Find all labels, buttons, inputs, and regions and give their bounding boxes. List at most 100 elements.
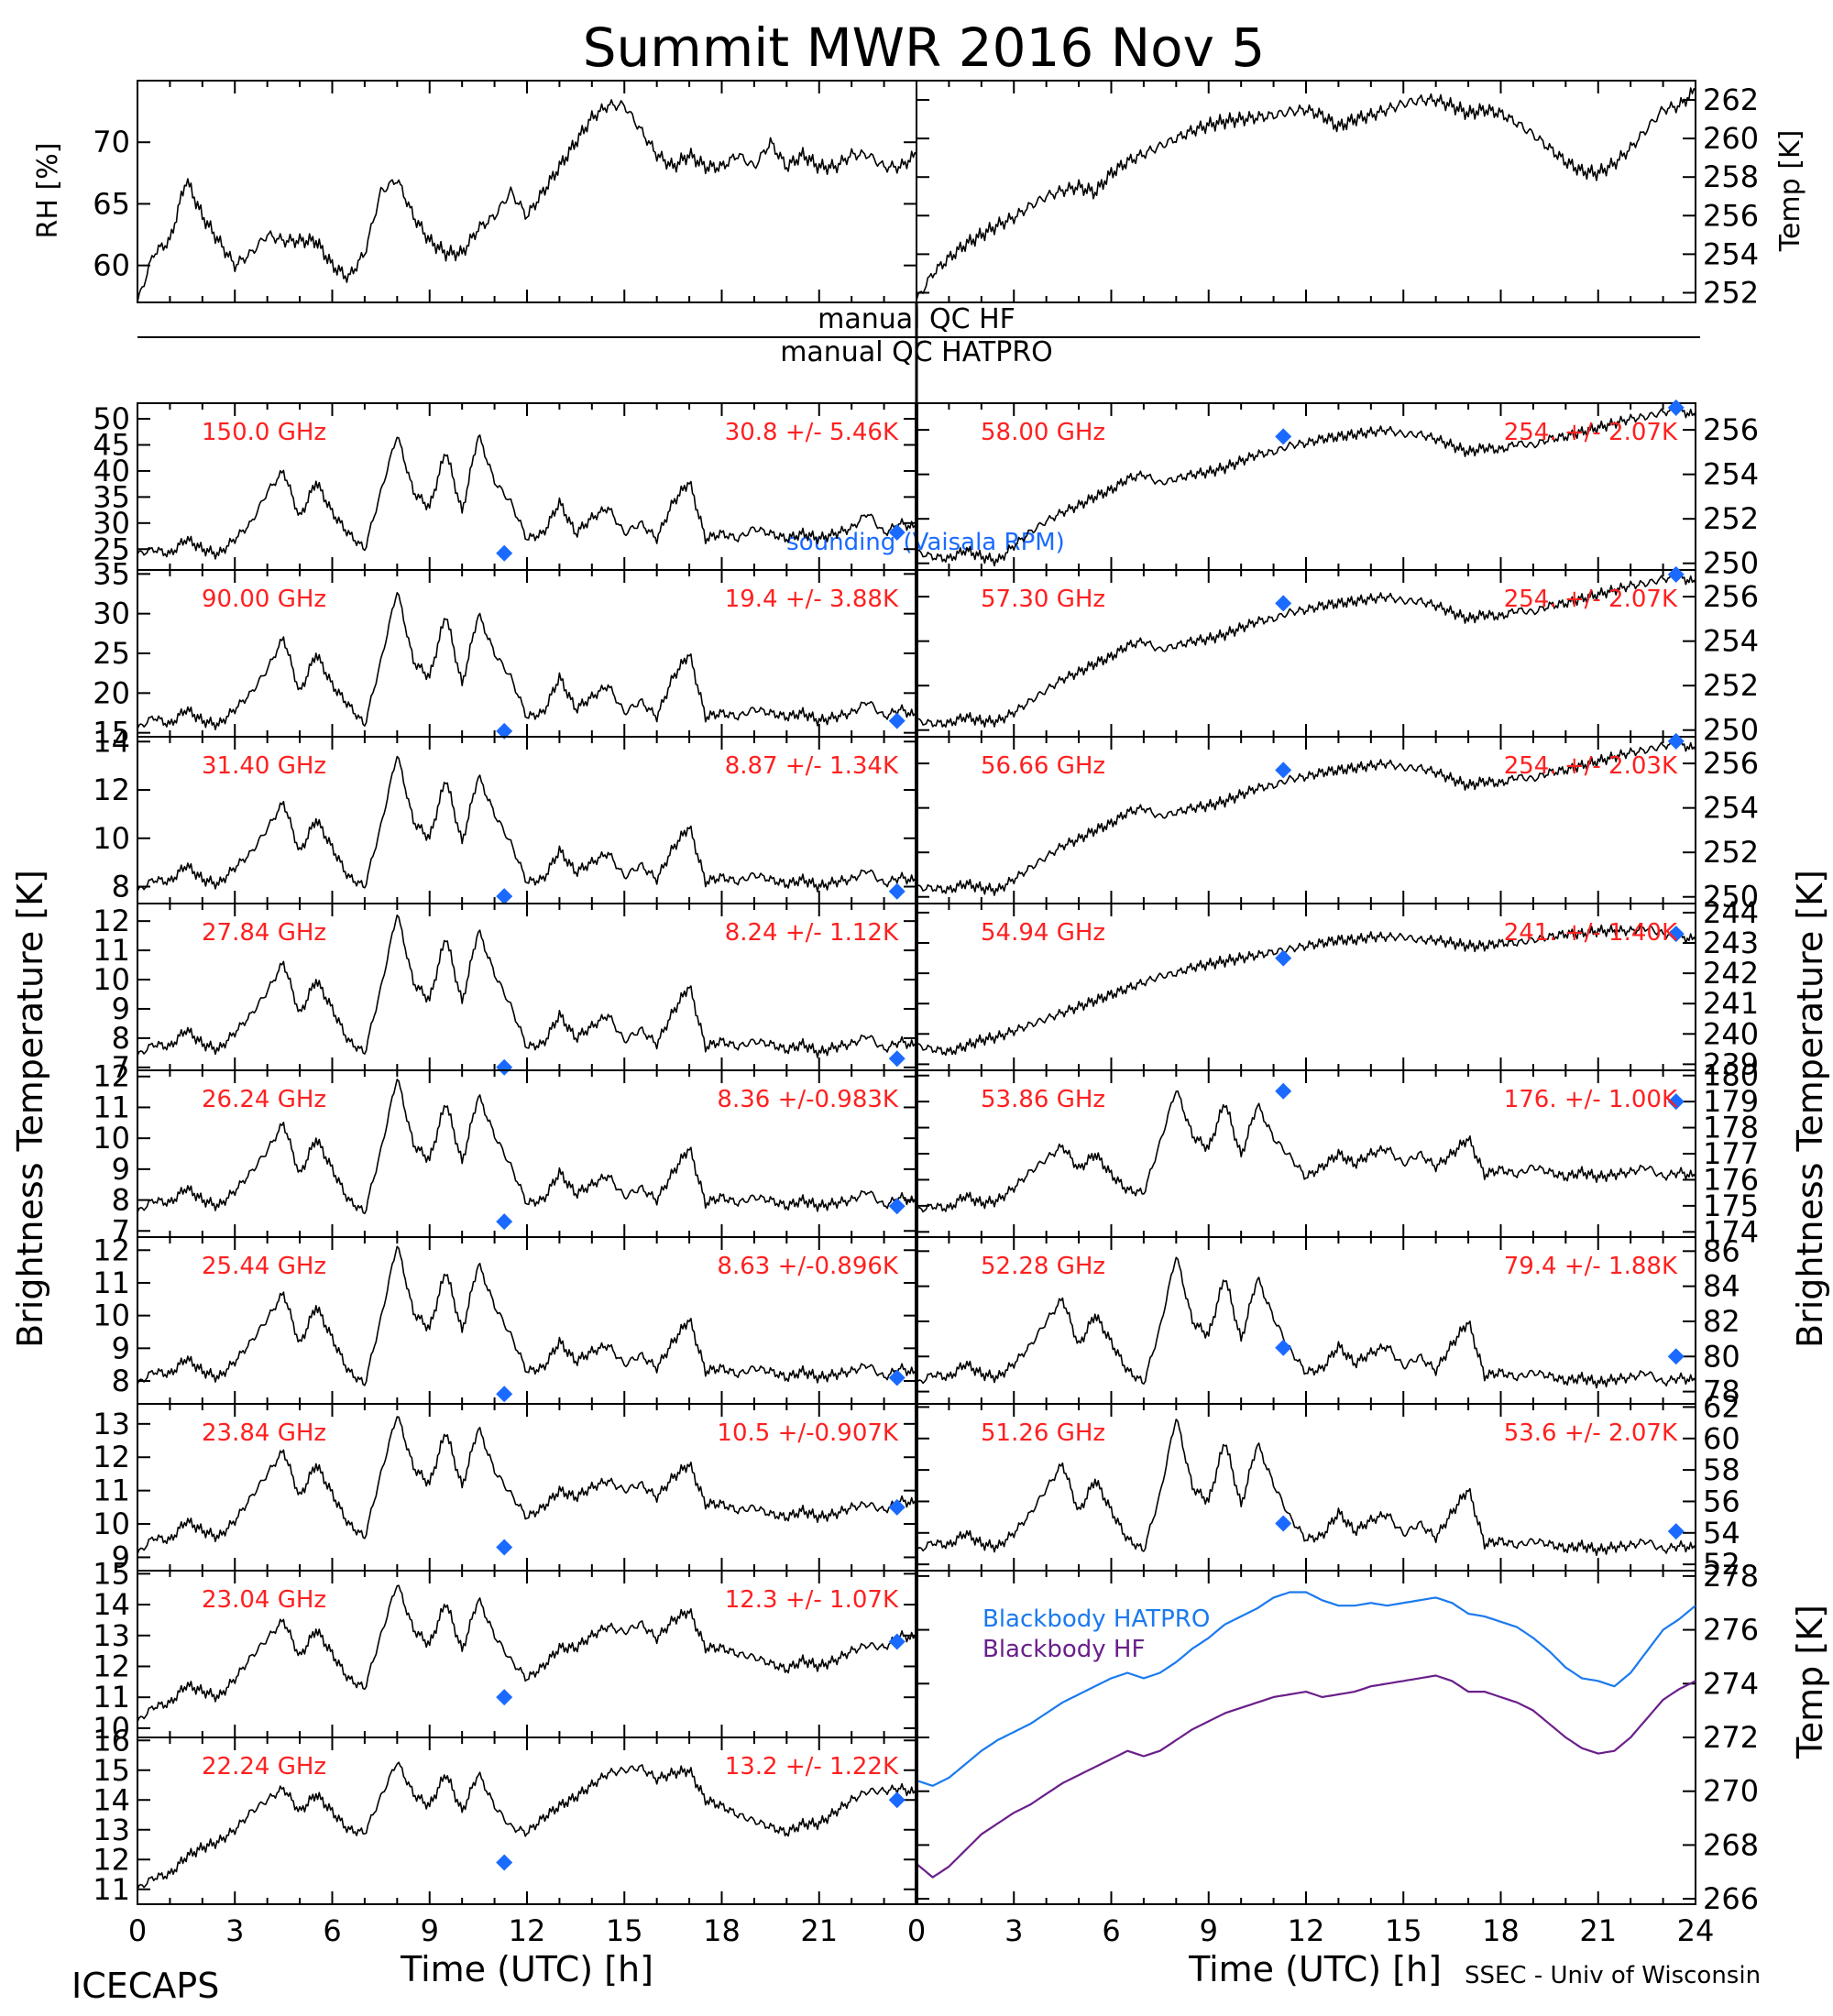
ch5800-sounding-marker [1667, 399, 1685, 416]
ch90-ytick-label: 20 [93, 675, 130, 710]
ch5800-frequency-label: 58.00 GHz [981, 419, 1105, 446]
ch2784-series-line [137, 914, 917, 1058]
x-tick-label: 0 [907, 1913, 926, 1948]
ch2224-ytick-label: 16 [93, 1723, 130, 1758]
ch5800-sounding-marker [1275, 428, 1292, 445]
ch2624-frequency-label: 26.24 GHz [202, 1086, 326, 1113]
ch5494-ytick-label: 240 [1703, 1016, 1759, 1051]
ch5126-ytick-label: 56 [1703, 1484, 1740, 1518]
ch2624-sounding-marker [888, 1198, 906, 1215]
ch5386-series-line [916, 1090, 1696, 1213]
ch90-ytick-label: 25 [93, 636, 130, 671]
ch2304-series-line [137, 1584, 917, 1723]
ch5494-sounding-marker [1275, 949, 1292, 967]
ch2304-stats-label: 12.3 +/- 1.07K [725, 1586, 899, 1614]
ch5730-sounding-marker [1667, 565, 1685, 583]
ch2784-ytick-label: 11 [93, 933, 130, 968]
ch5126-stats-label: 53.6 +/- 2.07K [1504, 1419, 1678, 1447]
ch5730-ytick-label: 252 [1703, 668, 1759, 703]
ch5494-frequency-label: 54.94 GHz [981, 919, 1105, 947]
ch5666-frequency-label: 56.66 GHz [981, 752, 1105, 780]
ch3140-ytick-label: 14 [93, 724, 130, 759]
ch2304-frequency-label: 23.04 GHz [202, 1586, 326, 1614]
ch5126-sounding-marker [1275, 1515, 1292, 1532]
ch5386-ytick-label: 178 [1703, 1111, 1759, 1145]
chart-title: Summit MWR 2016 Nov 5 [583, 16, 1266, 79]
ch5228-ytick-label: 80 [1703, 1339, 1740, 1374]
ch150-ytick-label: 35 [93, 479, 130, 514]
ch5666-stats-label: 254. +/- 2.03K [1504, 752, 1678, 780]
y-axis-label-right: Brightness Temperature [K] [1790, 870, 1830, 1348]
ch3140-frequency-label: 31.40 GHz [202, 752, 326, 780]
ch2624-ytick-label: 10 [93, 1121, 130, 1156]
ch90-sounding-marker [496, 722, 513, 740]
ch2304-ytick-label: 12 [93, 1649, 130, 1683]
ch2224-ytick-label: 14 [93, 1782, 130, 1817]
x-tick-label: 24 [1677, 1913, 1715, 1948]
ch2784-ytick-label: 9 [112, 992, 130, 1026]
x-tick-label: 15 [606, 1913, 643, 1948]
ch5228-sounding-marker [1275, 1339, 1292, 1356]
ch2384-ytick-label: 10 [93, 1507, 130, 1541]
ch5228-ytick-label: 86 [1703, 1233, 1740, 1268]
x-tick-label: 3 [225, 1913, 244, 1948]
ch5730-ytick-label: 250 [1703, 713, 1759, 748]
x-tick-label: 18 [1482, 1913, 1520, 1948]
ch5730-frequency-label: 57.30 GHz [981, 586, 1105, 613]
temp-ytick-label: 254 [1703, 236, 1759, 271]
ch5800-stats-label: 254. +/- 2.07K [1504, 419, 1678, 446]
temp-axis-label: Temp [K] [1774, 130, 1806, 253]
ch90-series-line [137, 591, 917, 731]
ch2784-ytick-label: 8 [112, 1021, 130, 1056]
ch2544-series-line [137, 1245, 917, 1386]
ch2304-ytick-label: 15 [93, 1556, 130, 1591]
x-axis-label-left: Time (UTC) [h] [400, 1949, 653, 1989]
rh-ytick-label: 60 [93, 248, 130, 283]
ch5126-ytick-label: 54 [1703, 1516, 1740, 1550]
x-tick-label: 9 [1200, 1913, 1218, 1948]
ch5666-ytick-label: 256 [1703, 746, 1759, 781]
ch5800-ytick-label: 256 [1703, 412, 1759, 447]
blackbody-series-line [916, 1591, 1696, 1787]
x-tick-label: 12 [1288, 1913, 1325, 1948]
x-tick-label: 6 [323, 1913, 341, 1948]
x-tick-label: 0 [128, 1913, 147, 1948]
ch90-ytick-label: 30 [93, 597, 130, 631]
ch5666-series-line [916, 738, 1696, 896]
ch2384-stats-label: 10.5 +/-0.907K [717, 1419, 899, 1447]
ch5126-ytick-label: 58 [1703, 1452, 1740, 1487]
x-tick-label: 15 [1385, 1913, 1422, 1948]
ch2544-sounding-marker [496, 1386, 513, 1403]
legend-hatpro: Blackbody HATPRO [982, 1605, 1210, 1633]
x-tick-label: 9 [421, 1913, 439, 1948]
ch150-stats-label: 30.8 +/- 5.46K [725, 419, 899, 446]
ch90-sounding-marker [888, 712, 906, 729]
ch3140-sounding-marker [496, 888, 513, 905]
ch2784-sounding-marker [496, 1058, 513, 1076]
ch2784-frequency-label: 27.84 GHz [202, 919, 326, 947]
ch2624-series-line [137, 1079, 917, 1215]
ch5126-ytick-label: 60 [1703, 1421, 1740, 1456]
ch2384-frequency-label: 23.84 GHz [202, 1419, 326, 1447]
ch2304-ytick-label: 14 [93, 1587, 130, 1622]
blackbody-ytick-label: 278 [1703, 1559, 1759, 1594]
ch2224-frequency-label: 22.24 GHz [202, 1753, 326, 1780]
ch5666-sounding-marker [1275, 761, 1292, 779]
ch2544-sounding-marker [888, 1369, 906, 1386]
ch2784-ytick-label: 12 [93, 904, 130, 938]
ch150-ytick-label: 25 [93, 531, 130, 566]
ch2224-ytick-label: 15 [93, 1753, 130, 1788]
ch150-ytick-label: 50 [93, 401, 130, 436]
temp-ytick-label: 256 [1703, 198, 1759, 233]
rh-ytick-label: 65 [93, 186, 130, 221]
ch5228-frequency-label: 52.28 GHz [981, 1253, 1105, 1280]
ch5494-stats-label: 241. +/- 1.40K [1504, 919, 1678, 947]
ch5730-ytick-label: 254 [1703, 624, 1759, 659]
ch5494-ytick-label: 239 [1703, 1046, 1759, 1081]
ch5494-ytick-label: 242 [1703, 956, 1759, 991]
footer-left: ICECAPS [71, 1966, 219, 2006]
sounding-label: sounding (Vaisala RPM) [786, 529, 1065, 556]
ch2624-ytick-label: 11 [93, 1090, 130, 1124]
blackbody-ytick-label: 274 [1703, 1666, 1759, 1701]
ch90-stats-label: 19.4 +/- 3.88K [725, 586, 899, 613]
